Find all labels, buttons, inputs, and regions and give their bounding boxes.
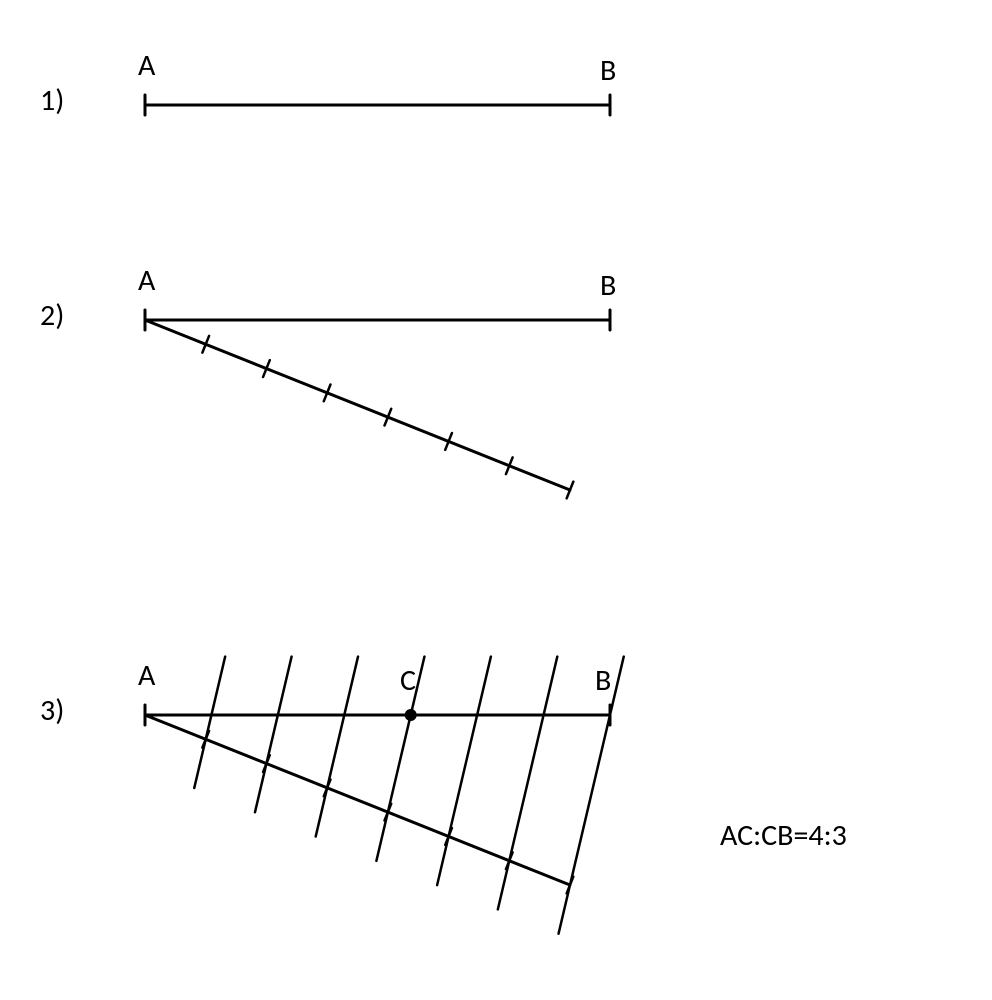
step-number-3: 3) bbox=[40, 692, 64, 729]
fig3-ratio-text: AC:CB=4:3 bbox=[720, 817, 847, 854]
fig1-label-b: B bbox=[600, 52, 616, 89]
fig2-label-b: B bbox=[600, 267, 616, 304]
fig2-label-a: A bbox=[138, 262, 156, 299]
step-number-1: 1) bbox=[40, 82, 64, 119]
fig1-label-a: A bbox=[138, 47, 156, 84]
fig3-label-c: C bbox=[400, 662, 416, 699]
fig3-label-b: B bbox=[595, 662, 611, 699]
fig3-label-a: A bbox=[138, 657, 156, 694]
fig3-point-c bbox=[405, 709, 417, 721]
step-number-2: 2) bbox=[40, 297, 64, 334]
